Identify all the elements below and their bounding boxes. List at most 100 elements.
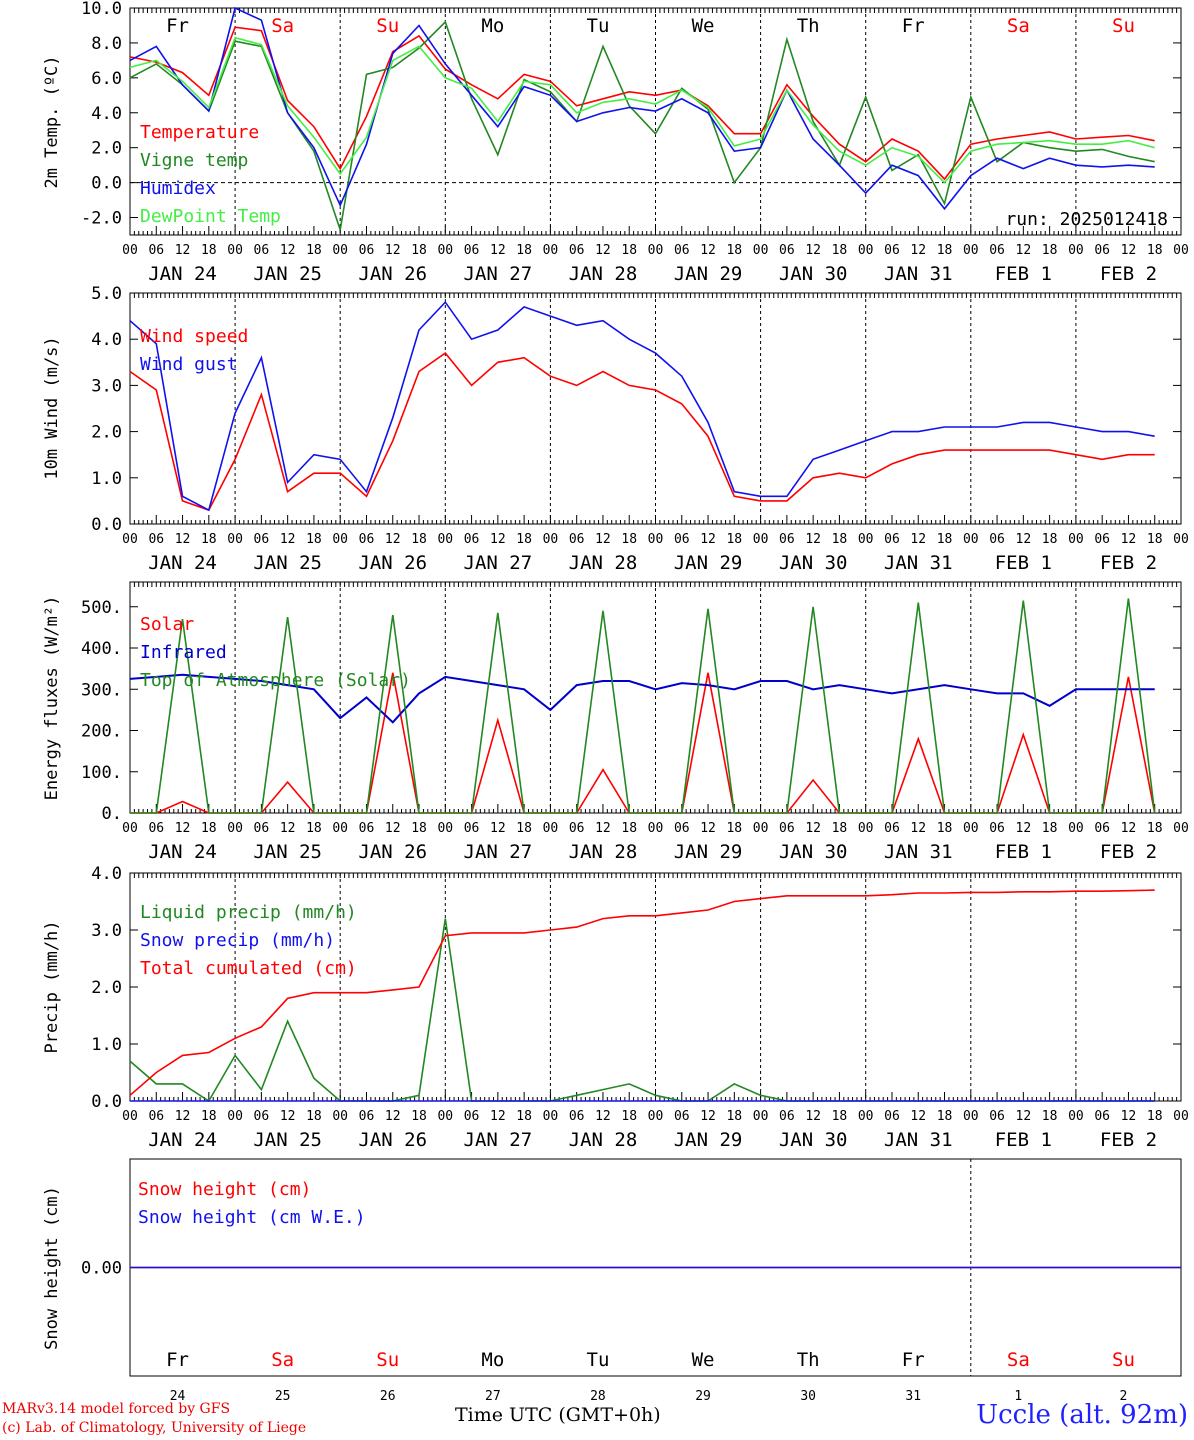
y-axis-label: Precip (mm/h) — [42, 920, 62, 1053]
hour-tick-label: 18 — [411, 1109, 427, 1124]
legend-entry: Top of Atmosphere (Solar) — [140, 670, 411, 691]
hour-tick-label: 00 — [227, 243, 243, 258]
hour-tick-label: 12 — [490, 532, 506, 547]
hour-tick-label: 12 — [910, 243, 926, 258]
hour-tick-label: 18 — [1147, 243, 1163, 258]
series-line — [129, 889, 1155, 1096]
hour-tick-label: 06 — [569, 532, 585, 547]
series-line — [129, 26, 1155, 181]
y-axis-label: Snow height (cm) — [42, 1186, 62, 1350]
hour-tick-label: 00 — [122, 1109, 138, 1124]
hour-tick-label: 00 — [437, 821, 453, 836]
date-label: JAN 31 — [884, 552, 953, 574]
date-label: JAN 29 — [674, 1129, 743, 1151]
hour-tick-label: 00 — [543, 243, 559, 258]
date-label: FEB 2 — [1100, 1129, 1157, 1151]
date-label: JAN 27 — [464, 1129, 533, 1151]
hour-tick-label: 12 — [700, 532, 716, 547]
hour-tick-label: 06 — [254, 1109, 270, 1124]
hour-tick-label: 12 — [280, 821, 296, 836]
hour-tick-label: 06 — [569, 821, 585, 836]
hour-tick-label: 00 — [753, 821, 769, 836]
hour-tick-label: 00 — [858, 1109, 874, 1124]
day-name: Mo — [481, 15, 504, 37]
date-label: JAN 30 — [779, 552, 848, 574]
hour-tick-label: 06 — [254, 821, 270, 836]
hour-tick-label: 00 — [1173, 532, 1189, 547]
day-name: Th — [797, 15, 820, 37]
hour-tick-label: 06 — [464, 532, 480, 547]
y-tick-label: 0.0 — [91, 1092, 122, 1112]
hour-tick-label: 00 — [1068, 1109, 1084, 1124]
hour-tick-label: 18 — [726, 532, 742, 547]
date-label: JAN 30 — [779, 841, 848, 863]
hour-tick-label: 18 — [1147, 532, 1163, 547]
hour-tick-label: 12 — [175, 821, 191, 836]
hour-tick-label: 18 — [306, 821, 322, 836]
hour-tick-label: 18 — [201, 821, 217, 836]
hour-tick-label: 18 — [516, 821, 532, 836]
hour-tick-label: 18 — [201, 243, 217, 258]
hour-tick-label: 12 — [700, 243, 716, 258]
date-label: FEB 1 — [995, 841, 1052, 863]
hour-tick-label: 12 — [1121, 821, 1137, 836]
hour-tick-label: 06 — [464, 821, 480, 836]
date-label: JAN 29 — [674, 263, 743, 285]
hour-tick-label: 12 — [595, 532, 611, 547]
hour-tick-label: 06 — [1094, 1109, 1110, 1124]
y-tick-label: 3.0 — [91, 376, 122, 396]
date-label: JAN 24 — [148, 1129, 217, 1151]
date-label: JAN 29 — [674, 552, 743, 574]
hour-tick-label: 06 — [989, 821, 1005, 836]
hour-tick-label: 06 — [1094, 243, 1110, 258]
hour-tick-label: 06 — [254, 243, 270, 258]
hour-tick-label: 00 — [332, 1109, 348, 1124]
y-tick-label: 3.0 — [91, 921, 122, 941]
hour-tick-label: 12 — [385, 821, 401, 836]
hour-tick-label: 00 — [963, 243, 979, 258]
hour-tick-label: 00 — [858, 821, 874, 836]
legend-entry: Snow precip (mm/h) — [140, 930, 335, 951]
hour-tick-label: 18 — [1042, 532, 1058, 547]
hour-tick-label: 00 — [753, 1109, 769, 1124]
date-label: FEB 2 — [1100, 263, 1157, 285]
hour-tick-label: 06 — [359, 532, 375, 547]
hour-tick-label: 06 — [674, 1109, 690, 1124]
date-label: JAN 25 — [253, 263, 322, 285]
hour-tick-label: 00 — [753, 243, 769, 258]
y-tick-label: 400. — [81, 639, 122, 659]
date-label: JAN 25 — [253, 841, 322, 863]
y-tick-label: 1.0 — [91, 469, 122, 489]
legend-entry: Wind speed — [140, 326, 248, 347]
hour-tick-label: 12 — [910, 821, 926, 836]
hour-tick-label: 06 — [148, 1109, 164, 1124]
date-label: JAN 31 — [884, 1129, 953, 1151]
hour-tick-label: 18 — [516, 243, 532, 258]
hour-tick-label: 12 — [700, 821, 716, 836]
hour-tick-label: 00 — [963, 821, 979, 836]
day-number: 25 — [275, 1389, 291, 1404]
hour-tick-label: 12 — [1121, 243, 1137, 258]
series-line — [129, 20, 1155, 231]
hour-tick-label: 12 — [1016, 243, 1032, 258]
hour-tick-label: 06 — [779, 1109, 795, 1124]
hour-tick-label: 18 — [1042, 821, 1058, 836]
y-tick-label: 2.0 — [91, 423, 122, 443]
site-name: Uccle (alt. 92m) — [976, 1400, 1188, 1430]
hour-tick-label: 06 — [254, 532, 270, 547]
hour-tick-label: 18 — [306, 243, 322, 258]
y-tick-label: 200. — [81, 722, 122, 742]
hour-tick-label: 06 — [148, 243, 164, 258]
hour-tick-label: 18 — [621, 243, 637, 258]
hour-tick-label: 12 — [280, 532, 296, 547]
y-tick-label: 100. — [81, 763, 122, 783]
lab-credit-line: (c) Lab. of Climatology, University of L… — [2, 1420, 307, 1436]
day-name: Su — [1112, 1349, 1135, 1371]
legend-entry: Humidex — [140, 178, 216, 199]
date-label: JAN 27 — [464, 263, 533, 285]
legend-entry: Temperature — [140, 122, 259, 143]
hour-tick-label: 00 — [648, 1109, 664, 1124]
day-name: We — [692, 15, 715, 37]
hour-tick-label: 00 — [332, 532, 348, 547]
